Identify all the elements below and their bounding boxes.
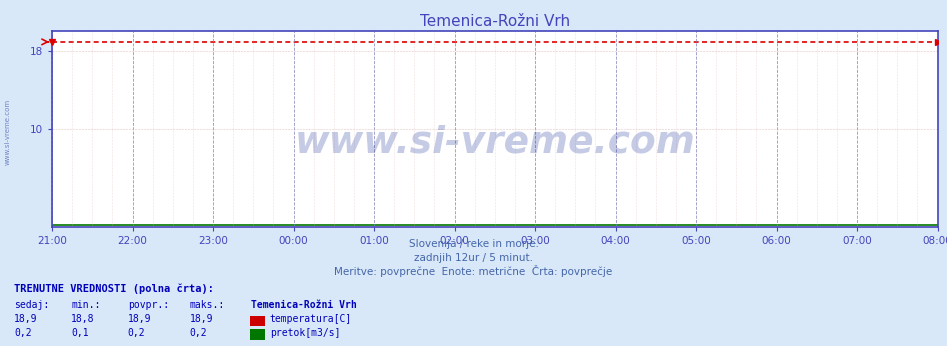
Text: www.si-vreme.com: www.si-vreme.com	[5, 98, 10, 165]
Text: 0,2: 0,2	[128, 328, 146, 338]
Text: TRENUTNE VREDNOSTI (polna črta):: TRENUTNE VREDNOSTI (polna črta):	[14, 284, 214, 294]
Text: povpr.:: povpr.:	[128, 300, 169, 310]
Text: 18,8: 18,8	[71, 314, 95, 324]
Text: temperatura[C]: temperatura[C]	[270, 314, 352, 324]
Text: min.:: min.:	[71, 300, 100, 310]
Text: Meritve: povprečne  Enote: metrične  Črta: povprečje: Meritve: povprečne Enote: metrične Črta:…	[334, 265, 613, 277]
Text: 18,9: 18,9	[128, 314, 152, 324]
Text: 0,1: 0,1	[71, 328, 89, 338]
Title: Temenica-Rožni Vrh: Temenica-Rožni Vrh	[420, 13, 570, 29]
Text: Slovenija / reke in morje.: Slovenija / reke in morje.	[408, 239, 539, 249]
Text: 0,2: 0,2	[189, 328, 207, 338]
Text: 18,9: 18,9	[14, 314, 38, 324]
Text: sedaj:: sedaj:	[14, 300, 49, 310]
Text: zadnjih 12ur / 5 minut.: zadnjih 12ur / 5 minut.	[414, 253, 533, 263]
Text: Temenica-Rožni Vrh: Temenica-Rožni Vrh	[251, 300, 357, 310]
Text: pretok[m3/s]: pretok[m3/s]	[270, 328, 340, 338]
Text: 0,2: 0,2	[14, 328, 32, 338]
Text: 18,9: 18,9	[189, 314, 213, 324]
Text: www.si-vreme.com: www.si-vreme.com	[295, 125, 695, 161]
Text: maks.:: maks.:	[189, 300, 224, 310]
